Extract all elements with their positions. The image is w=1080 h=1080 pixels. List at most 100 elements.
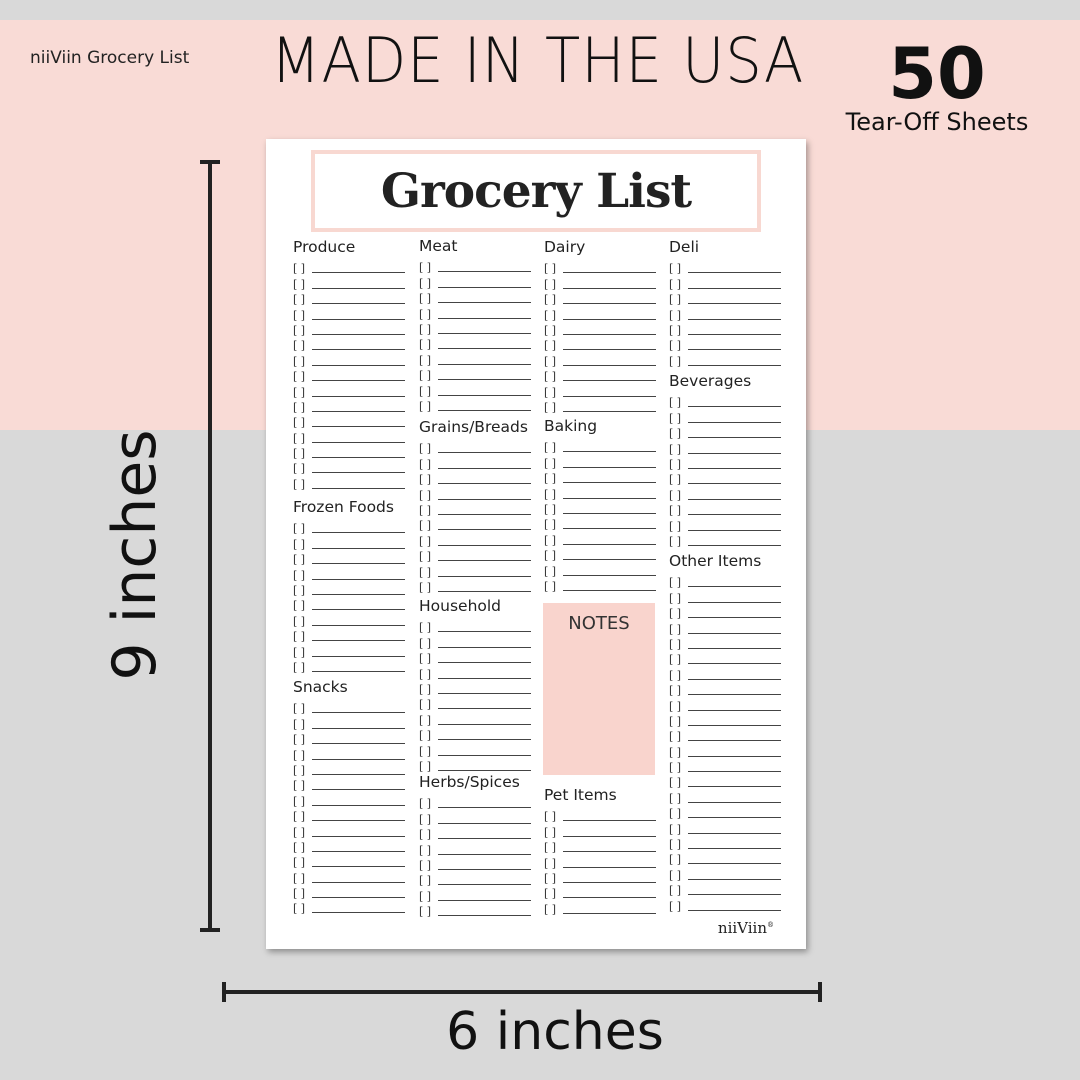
checkbox: [ ] [293,400,306,414]
checkbox: [ ] [419,565,432,579]
write-line [438,513,531,515]
list-item: [ ] [419,758,531,773]
checkbox: [ ] [293,794,306,808]
write-line [688,771,781,773]
write-line [312,547,405,549]
write-line [688,632,781,634]
checkbox: [ ] [669,853,682,867]
pad-title: Grocery List [380,163,692,219]
write-line [438,302,531,304]
checkbox: [ ] [544,354,557,368]
list-item: [ ] [293,399,405,414]
checkbox: [ ] [293,717,306,731]
list-item: [ ] [293,731,405,746]
checkbox: [ ] [544,871,557,885]
section-produce: Produce[ ][ ][ ][ ][ ][ ][ ][ ][ ][ ][ ]… [293,238,405,491]
title-box: Grocery List [311,150,761,232]
list-item: [ ] [419,810,531,825]
checkbox: [ ] [419,503,432,517]
write-line [312,532,405,534]
section-heading: Baking [544,417,598,435]
checkbox: [ ] [669,653,682,667]
section-meat: Meat[ ][ ][ ][ ][ ][ ][ ][ ][ ][ ] [419,237,531,413]
list-item: [ ] [293,291,405,306]
checkbox: [ ] [419,399,432,413]
list-item: [ ] [293,854,405,869]
width-bar-cap-right [818,982,822,1002]
checkbox: [ ] [419,713,432,727]
write-line [688,601,781,603]
checkbox: [ ] [293,339,306,353]
checkbox: [ ] [669,411,682,425]
list-item: [ ] [419,563,531,578]
write-line [688,786,781,788]
checkbox: [ ] [293,660,306,674]
list-item: [ ] [669,260,781,275]
checkbox: [ ] [544,518,557,532]
checkbox: [ ] [419,519,432,533]
checkbox: [ ] [669,884,682,898]
list-item: [ ] [419,351,531,366]
checkbox: [ ] [419,442,432,456]
list-item: [ ] [419,742,531,757]
list-item: [ ] [544,885,656,900]
list-item: [ ] [544,808,656,823]
section-herbs-spices: Herbs/Spices[ ][ ][ ][ ][ ][ ][ ][ ] [419,773,531,918]
list-item: [ ] [419,321,531,336]
checkbox: [ ] [669,488,682,502]
list-item: [ ] [419,681,531,696]
checkbox: [ ] [419,652,432,666]
checkbox: [ ] [293,262,306,276]
checkbox: [ ] [544,487,557,501]
write-line [438,498,531,500]
list-item: [ ] [669,759,781,774]
checkbox: [ ] [669,607,682,621]
list-item: [ ] [669,456,781,471]
write-line [563,349,656,351]
list-item: [ ] [669,713,781,728]
write-line [688,694,781,696]
section-deli: Deli[ ][ ][ ][ ][ ][ ][ ] [669,238,781,368]
write-line [688,678,781,680]
write-line [312,670,405,672]
list-item: [ ] [419,502,531,517]
checkbox: [ ] [293,308,306,322]
write-line [563,318,656,320]
write-line [438,467,531,469]
checkbox: [ ] [293,431,306,445]
checkbox: [ ] [419,384,432,398]
checkbox: [ ] [293,416,306,430]
write-line [688,452,781,454]
checkbox: [ ] [669,714,682,728]
checkbox: [ ] [293,293,306,307]
checkbox: [ ] [293,568,306,582]
write-line [438,544,531,546]
write-line [438,394,531,396]
list-item: [ ] [419,841,531,856]
checkbox: [ ] [669,293,682,307]
write-line [688,498,781,500]
checkbox: [ ] [419,797,432,811]
checkbox: [ ] [419,905,432,919]
write-line [438,631,531,633]
checkbox: [ ] [419,292,432,306]
write-line [438,662,531,664]
sheet-count: 50 [888,33,986,115]
checkbox: [ ] [419,858,432,872]
checkbox: [ ] [293,583,306,597]
pad-logo: niiViin® [718,919,774,937]
section-heading: Deli [669,238,700,256]
list-item: [ ] [669,322,781,337]
checkbox: [ ] [293,902,306,916]
checkbox: [ ] [544,441,557,455]
write-line [438,286,531,288]
write-line [438,646,531,648]
checkbox: [ ] [293,477,306,491]
list-item: [ ] [669,471,781,486]
checkbox: [ ] [544,549,557,563]
list-item: [ ] [669,352,781,367]
list-item: [ ] [419,857,531,872]
write-line [563,881,656,883]
write-line [563,272,656,274]
write-line [312,593,405,595]
